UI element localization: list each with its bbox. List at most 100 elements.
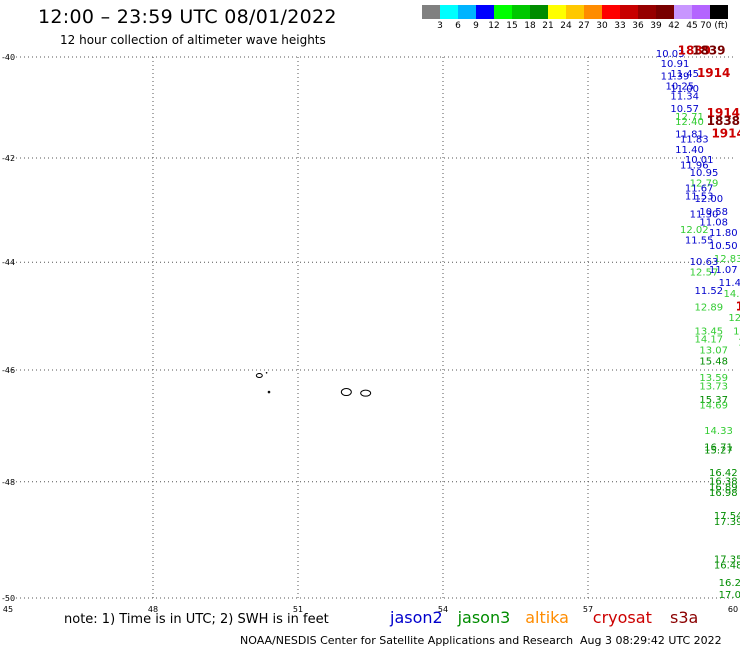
pass-time-label: 1913 [736,299,740,313]
colorbar-label: 45 [686,21,698,31]
colorbar-swatch [638,5,656,19]
legend-item-jason2: jason2 [390,608,443,627]
wave-height-label: 11.30 [690,210,719,221]
wave-height-label: 10.63 [690,257,719,268]
footer-credit: NOAA/NESDIS Center for Satellite Applica… [240,634,574,647]
lon-tick-label: 51 [293,605,303,614]
colorbar-swatch [584,5,602,19]
wave-height-label: 14.17 [695,335,724,346]
islands [255,371,372,397]
wave-height-label: 11.34 [670,92,699,103]
island-outline [267,390,271,394]
pass-time-label: 1914 [697,66,730,80]
wave-height-label: 13.60 [733,327,740,338]
colorbar-label: 3 [437,21,443,31]
wave-height-label: 10.57 [670,104,699,115]
wave-height-label: 12.83 [714,254,740,265]
colorbar-label: 6 [455,21,461,31]
wave-height-label: 14.09 [724,289,740,300]
colorbar-swatch [476,5,494,19]
legend-item-s3a: s3a [670,608,699,627]
wave-height-label: 16.38 [709,477,738,488]
wave-height-label: 11.40 [675,145,704,156]
colorbar-label: 12 [488,21,500,31]
note-text: note: 1) Time is in UTC; 2) SWH is in fe… [64,612,329,627]
lat-tick-label: -46 [2,366,15,375]
pass-time-label: 1838 [707,114,740,128]
wave-height-label: 10.91 [661,59,690,70]
wave-height-label: 15.27 [704,445,733,456]
lon-tick-label: 48 [148,605,158,614]
colorbar-swatch [674,5,692,19]
island-outline [340,388,352,397]
wave-height-label: 11.96 [680,160,709,171]
colorbar-swatch [620,5,638,19]
lat-tick-label: -42 [2,154,15,163]
wave-height-label: 10.50 [709,241,738,252]
wave-height-label: 13.07 [699,346,728,357]
wave-height-label: 14.33 [704,426,733,437]
pass-time-label: 1839 [678,44,711,58]
colorbar-label: 33 [614,21,626,31]
wave-height-label: 12.57 [690,268,719,279]
map-subtitle: 12 hour collection of altimeter wave hei… [60,33,326,47]
colorbar-label: 18 [524,21,536,31]
wave-height-label: 12.40 [675,117,704,128]
legend-item-cryosat: cryosat [592,608,652,627]
legend-item-jason3: jason3 [457,608,511,627]
wave-height-label: 17.09 [719,590,740,601]
lon-tick-label: 57 [583,605,593,614]
colorbar-label: 9 [473,21,479,31]
colorbar-swatch [602,5,620,19]
wave-height-label: 12.02 [680,225,709,236]
wave-height-label: 11.81 [675,130,704,141]
wave-height-label: 13.59 [699,373,728,384]
colorbar-swatch [548,5,566,19]
wave-height-label: 17.35 [714,555,740,566]
wave-height-label: 11.53 [685,191,714,202]
colorbar-label: 30 [596,21,608,31]
wave-height-label: 16.89 [709,482,738,493]
colorbar-label: 27 [578,21,590,31]
axis-labels: -40 -42 -44 -46 -48 -50 45 48 51 54 57 60 [2,53,738,614]
wave-height-colorbar [422,5,728,19]
lat-tick-label: -44 [2,258,15,267]
wave-height-label: 15.37 [699,395,728,406]
island-outline [255,373,263,379]
wave-height-label: 12.89 [695,302,724,313]
wave-height-label: 16.98 [709,488,738,499]
colorbar-label: 15 [506,21,518,31]
wave-height-label: 17.54 [714,511,740,522]
colorbar-label: 39 [650,21,662,31]
footer-timestamp: Aug 3 08:29:42 UTC 2022 [580,634,722,647]
wave-height-label: 16.71 [704,443,733,454]
colorbar-swatch [458,5,476,19]
pass-time-label: 1914 [707,106,740,120]
wave-height-label: 15.48 [699,357,728,368]
legend-item-altika: altika [525,608,569,627]
colorbar-label: 70 (ft) [700,21,728,31]
wave-height-label: 12.24 [738,337,740,348]
colorbar-swatch [422,5,440,19]
wave-height-label: 13.73 [699,381,728,392]
colorbar-swatch [656,5,674,19]
wave-height-label: 11.55 [685,236,714,247]
lat-tick-label: -50 [2,594,15,603]
colorbar-swatch [692,5,710,19]
pass-time-label: 1914 [711,127,740,141]
wave-height-label: 14.69 [699,401,728,412]
wave-height-labels: 10.0310.9111.3911.4510.2511.0011.3410.57… [656,44,740,601]
colorbar-swatch [494,5,512,19]
colorbar-swatch [566,5,584,19]
wave-height-label: 10.25 [666,81,695,92]
wave-height-label: 17.39 [714,517,740,528]
wave-height-label: 10.01 [685,155,714,166]
wave-height-label: 10.03 [656,49,685,60]
map-title: 12:00 – 23:59 UTC 08/01/2022 [38,6,337,28]
colorbar-label: 36 [632,21,644,31]
wave-height-label: 13.45 [695,327,724,338]
wave-height-label: 11.80 [709,228,738,239]
colorbar-swatch [512,5,530,19]
